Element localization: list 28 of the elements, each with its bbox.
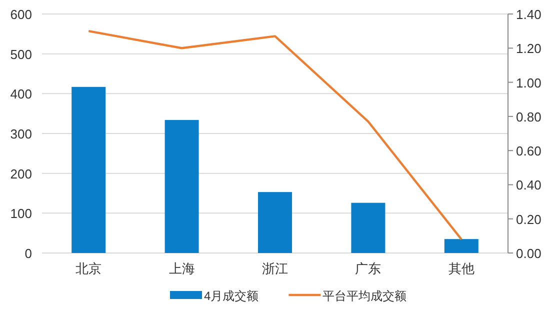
y-tick-label: 500 <box>10 46 32 62</box>
y-tick-label: 400 <box>10 86 32 102</box>
legend-label: 4月成交额 <box>204 289 259 303</box>
y-tick-label: 0 <box>24 246 32 261</box>
x-tick-label: 广东 <box>355 261 382 276</box>
x-tick-label: 上海 <box>168 261 195 276</box>
y-tick-label: 600 <box>10 7 32 22</box>
bar <box>72 86 106 253</box>
x-tick-label: 北京 <box>76 261 102 276</box>
y2-tick-label: 0.40 <box>516 178 542 193</box>
y2-tick-label: 0.20 <box>516 212 542 227</box>
y2-tick-label: 1.40 <box>516 7 542 22</box>
y2-tick-label: 1.00 <box>516 75 542 90</box>
bar <box>258 192 292 253</box>
y2-tick-label: 0.60 <box>516 144 542 159</box>
y-tick-label: 200 <box>10 166 32 182</box>
y2-tick-label: 0.00 <box>516 246 542 261</box>
x-tick-label: 其他 <box>448 261 474 276</box>
x-tick-label: 浙江 <box>262 261 288 276</box>
y2-tick-label: 0.80 <box>516 109 542 124</box>
line-series <box>88 30 462 240</box>
y-tick-label: 300 <box>10 126 32 142</box>
y2-tick-label: 1.20 <box>516 41 542 56</box>
bar <box>351 202 386 253</box>
bar <box>164 120 199 253</box>
y-tick-label: 100 <box>10 206 32 222</box>
bar <box>444 239 478 253</box>
legend-label: 平台平均成交额 <box>322 289 407 303</box>
